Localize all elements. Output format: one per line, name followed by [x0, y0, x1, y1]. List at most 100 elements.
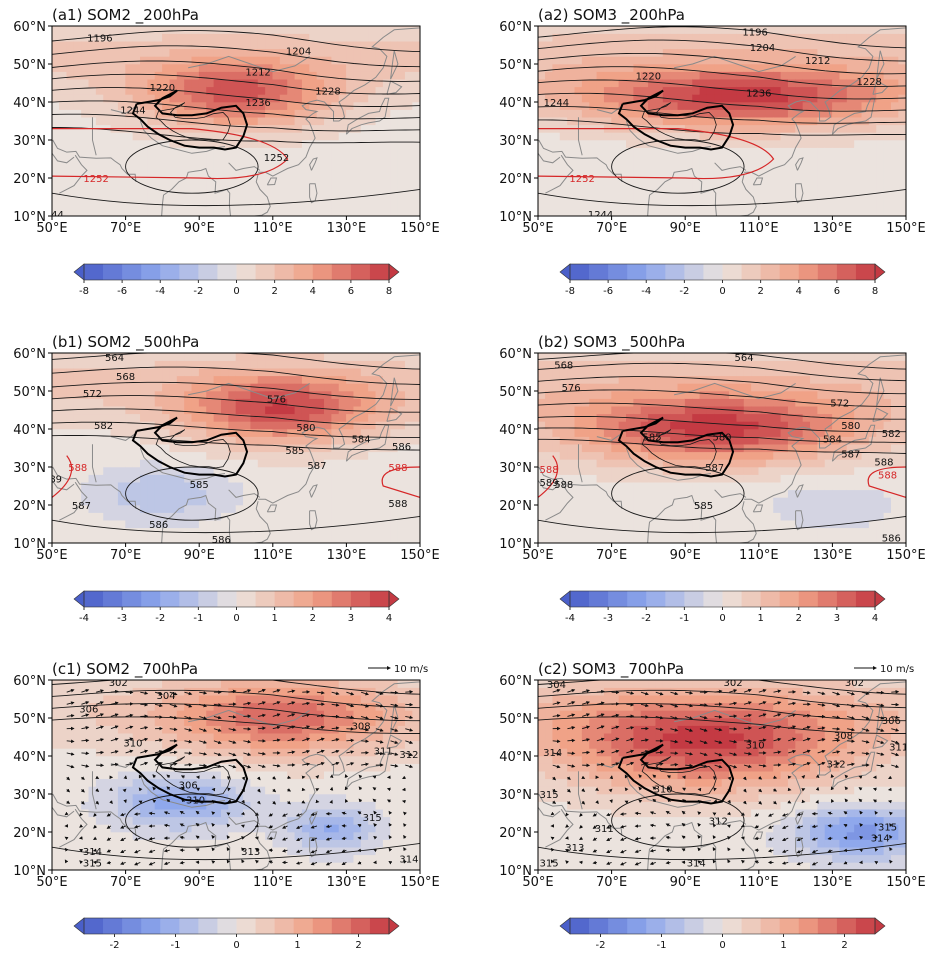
anomaly-cell — [110, 185, 119, 194]
anomaly-cell — [714, 124, 723, 133]
anomaly-cell — [206, 519, 215, 529]
anomaly-cell — [780, 466, 789, 475]
anomaly-cell — [684, 398, 693, 407]
anomaly-cell — [404, 139, 413, 148]
anomaly-cell — [235, 519, 244, 529]
anomaly-cell — [316, 48, 325, 57]
contour-label: 1228 — [315, 87, 340, 98]
anomaly-cell — [338, 86, 347, 95]
anomaly-cell — [382, 170, 391, 179]
anomaly-cell — [220, 109, 229, 118]
anomaly-cell — [684, 443, 693, 453]
anomaly-cell — [773, 519, 782, 529]
anomaly-cell — [603, 367, 612, 377]
anomaly-cell — [382, 367, 391, 377]
anomaly-cell — [611, 56, 620, 65]
anomaly-cell — [773, 375, 782, 384]
anomaly-cell — [235, 147, 244, 156]
anomaly-cell — [721, 200, 730, 209]
anomaly-cell — [235, 367, 244, 377]
anomaly-cell — [706, 154, 715, 164]
anomaly-cell — [670, 413, 679, 422]
anomaly-cell — [272, 451, 281, 460]
anomaly-cell — [626, 185, 634, 194]
anomaly-cell — [206, 527, 215, 536]
anomaly-cell — [868, 162, 877, 171]
anomaly-cell — [353, 139, 362, 148]
colorbar-tick-label: -1 — [193, 613, 203, 624]
anomaly-cell — [810, 200, 818, 209]
anomaly-cell — [633, 535, 642, 543]
anomaly-cell — [633, 504, 642, 513]
anomaly-cell — [545, 436, 554, 445]
anomaly-cell — [353, 78, 362, 88]
anomaly-cell — [854, 177, 863, 186]
colorbar-b1: -4 -3 -2 -1 0 1 2 3 4 — [73, 590, 400, 624]
anomaly-cell — [198, 26, 207, 34]
anomaly-cell — [633, 421, 642, 430]
anomaly-cell — [206, 367, 215, 377]
anomaly-cell — [662, 192, 671, 202]
anomaly-cell — [692, 109, 701, 118]
anomaly-cell — [545, 398, 554, 407]
anomaly-cell — [692, 40, 701, 50]
anomaly-cell — [265, 86, 274, 95]
anomaly-cell — [287, 512, 296, 521]
anomaly-cell — [758, 383, 767, 392]
anomaly-cell — [110, 56, 119, 65]
anomaly-cell — [154, 56, 163, 65]
anomaly-cell — [868, 78, 877, 88]
anomaly-cell — [147, 208, 156, 216]
anomaly-cell — [184, 185, 193, 194]
anomaly-cell — [287, 154, 296, 164]
colorbar-segment — [684, 264, 704, 280]
anomaly-cell — [287, 421, 296, 430]
anomaly-cell — [287, 367, 296, 377]
anomaly-cell — [346, 109, 355, 118]
anomaly-cell — [574, 504, 583, 513]
anomaly-cell — [103, 86, 112, 95]
anomaly-cell — [780, 200, 789, 209]
anomaly-cell — [176, 497, 185, 506]
anomaly-cell — [169, 474, 178, 483]
panel-title: (a2) SOM3 _200hPa — [538, 6, 685, 25]
anomaly-cell — [773, 139, 782, 148]
anomaly-cell — [721, 116, 730, 126]
anomaly-cell — [603, 474, 612, 483]
anomaly-cell — [279, 56, 288, 65]
anomaly-cell — [898, 48, 906, 57]
anomaly-cell — [552, 139, 561, 148]
anomaly-cell — [301, 192, 310, 202]
anomaly-cell — [721, 154, 730, 164]
anomaly-cell — [184, 421, 193, 430]
anomaly-cell — [265, 71, 274, 80]
anomaly-cell — [390, 200, 399, 209]
anomaly-cell — [272, 132, 281, 141]
anomaly-cell — [279, 63, 288, 72]
anomaly-cell — [773, 428, 782, 437]
anomaly-cell — [618, 185, 627, 194]
anomaly-cell — [706, 489, 715, 498]
anomaly-cell — [545, 451, 554, 460]
anomaly-cell — [191, 63, 200, 72]
anomaly-cell — [404, 504, 413, 513]
anomaly-cell — [154, 443, 163, 453]
anomaly-cell — [626, 170, 634, 179]
anomaly-cell — [228, 474, 237, 483]
anomaly-cell — [611, 428, 620, 437]
anomaly-cell — [773, 208, 782, 216]
anomaly-cell — [640, 489, 649, 498]
anomaly-cell — [633, 56, 642, 65]
anomaly-cell — [162, 162, 171, 171]
anomaly-cell — [191, 56, 200, 65]
anomaly-cell — [596, 33, 605, 42]
anomaly-cell — [52, 474, 60, 483]
anomaly-cell — [213, 489, 222, 498]
anomaly-cell — [714, 56, 723, 65]
anomaly-cell — [250, 497, 259, 506]
anomaly-cell — [626, 63, 634, 72]
anomaly-cell — [655, 512, 664, 521]
anomaly-cell — [125, 451, 134, 460]
anomaly-cell — [780, 405, 789, 415]
anomaly-cell — [294, 109, 303, 118]
